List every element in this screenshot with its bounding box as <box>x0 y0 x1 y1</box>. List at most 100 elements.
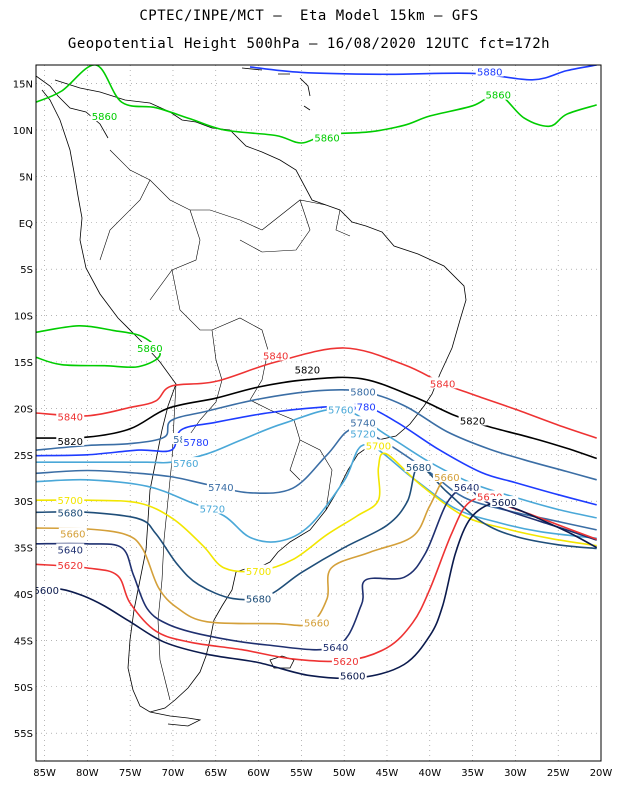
lat-tick-label: 40S <box>14 590 33 601</box>
contour-5600 <box>36 501 598 680</box>
contour-label-bg <box>428 377 457 389</box>
lon-tick-label: 80W <box>76 768 99 779</box>
contour-label-5620: 5620 <box>477 493 502 504</box>
contour-5720 <box>36 443 597 543</box>
contour-label-bg <box>36 584 61 596</box>
contour-label-bg <box>404 460 433 472</box>
lon-tick-label: 50W <box>333 768 356 779</box>
contour-label-5660: 5660 <box>434 473 459 484</box>
contour-label-5720: 5720 <box>350 429 375 440</box>
contour-label-bg <box>56 559 85 571</box>
lon-tick-label: 75W <box>119 768 142 779</box>
contour-label-5820: 5820 <box>295 365 320 376</box>
contour-5860 <box>36 324 161 369</box>
contour-label-5780: 5780 <box>183 438 208 449</box>
contour-label-5780: 5780 <box>350 403 375 414</box>
map-subtitle: Geopotential Height 500hPa – 16/08/2020 … <box>67 36 551 52</box>
contour-label-bg <box>90 110 119 122</box>
map-frame <box>35 64 602 762</box>
lat-tick-label: EQ <box>19 219 33 230</box>
contour-label-bg <box>182 435 211 447</box>
contour-label-bg <box>171 457 200 469</box>
contour-label-5660: 5660 <box>60 530 85 541</box>
contour-5860 <box>36 65 597 144</box>
contour-label-bg <box>331 654 360 666</box>
contour-label-5700: 5700 <box>58 496 83 507</box>
contour-label-5620: 5620 <box>333 657 358 668</box>
contour-label-bg <box>56 506 85 518</box>
contour-5620 <box>36 495 597 663</box>
contour-label-5620: 5620 <box>58 561 83 572</box>
contour-label-bg <box>293 363 322 375</box>
contour-label-bg <box>244 592 273 604</box>
contour-label-5760: 5760 <box>328 405 353 416</box>
contour-label-5880: 5880 <box>477 67 502 78</box>
contour-label-bg <box>302 616 331 628</box>
contour-5680 <box>36 466 597 601</box>
contour-label-5700: 5700 <box>246 567 271 578</box>
lon-tick-label: 45W <box>376 768 399 779</box>
south-america-coastline <box>41 79 467 713</box>
contour-label-5640: 5640 <box>323 643 348 654</box>
lat-lon-grid <box>36 65 602 761</box>
contour-label-bg <box>321 640 350 652</box>
lat-tick-label: 15S <box>14 358 33 369</box>
lon-tick-label: 30W <box>504 768 527 779</box>
map-title: CPTEC/INPE/MCT – Eta Model 15km – GFS <box>139 8 479 24</box>
contour-label-bg <box>338 669 367 681</box>
contour-label-bg <box>244 564 273 576</box>
contour-label-5840: 5840 <box>58 413 83 424</box>
lon-tick-label: 70W <box>162 768 185 779</box>
contour-label-bg <box>475 65 504 77</box>
contour-5740 <box>36 427 597 531</box>
contour-label-5640: 5640 <box>58 545 83 556</box>
contour-label-bg <box>56 434 85 446</box>
contour-label-bg <box>326 403 355 415</box>
lon-tick-label: 55W <box>290 768 313 779</box>
contour-label-bg <box>458 414 487 426</box>
caribbean-islands <box>241 67 311 111</box>
contour-label-bg <box>475 490 504 502</box>
lat-tick-label: 30S <box>14 497 33 508</box>
lat-tick-label: 10N <box>13 126 33 137</box>
contour-label-5680: 5680 <box>58 508 83 519</box>
lat-tick-label: 50S <box>14 683 33 694</box>
contour-label-bg <box>484 88 513 100</box>
contour-label-5860: 5860 <box>92 112 117 123</box>
contour-label-5720: 5720 <box>200 505 225 516</box>
contour-label-5680: 5680 <box>246 595 271 606</box>
lat-tick-label: 45S <box>14 636 33 647</box>
contour-5800 <box>36 389 597 481</box>
contour-label-5640: 5640 <box>454 483 479 494</box>
lat-tick-label: 20S <box>14 404 33 415</box>
contour-label-bg <box>56 410 85 422</box>
contour-label-bg <box>349 416 378 428</box>
contour-label-5820: 5820 <box>460 416 485 427</box>
country-borders <box>99 149 351 701</box>
contour-5780 <box>36 404 597 506</box>
contour-label-bg <box>56 494 85 506</box>
lat-tick-label: 25S <box>14 451 33 462</box>
contour-5880 <box>249 65 597 81</box>
lon-tick-label: 20W <box>590 768 613 779</box>
contour-5840 <box>36 347 597 439</box>
contour-label-bg <box>452 481 481 493</box>
contour-5700 <box>36 452 597 573</box>
contour-label-5840: 5840 <box>263 351 288 362</box>
coastline-and-borders <box>36 67 467 727</box>
contour-label-5740: 5740 <box>208 483 233 494</box>
lat-tick-label: 35S <box>14 544 33 555</box>
contour-label-bg <box>135 342 164 354</box>
contour-label-5840: 5840 <box>430 379 455 390</box>
contour-label-5860: 5860 <box>486 91 511 102</box>
contour-label-bg <box>261 349 290 361</box>
contour-label-5800: 5800 <box>350 388 375 399</box>
lon-tick-label: 65W <box>204 768 227 779</box>
lon-tick-label: 25W <box>547 768 570 779</box>
lat-tick-label: 5S <box>20 265 33 276</box>
contour-label-5680: 5680 <box>406 463 431 474</box>
contour-label-5600: 5600 <box>34 586 59 597</box>
contour-label-bg <box>58 527 87 539</box>
contour-5820 <box>36 376 597 460</box>
